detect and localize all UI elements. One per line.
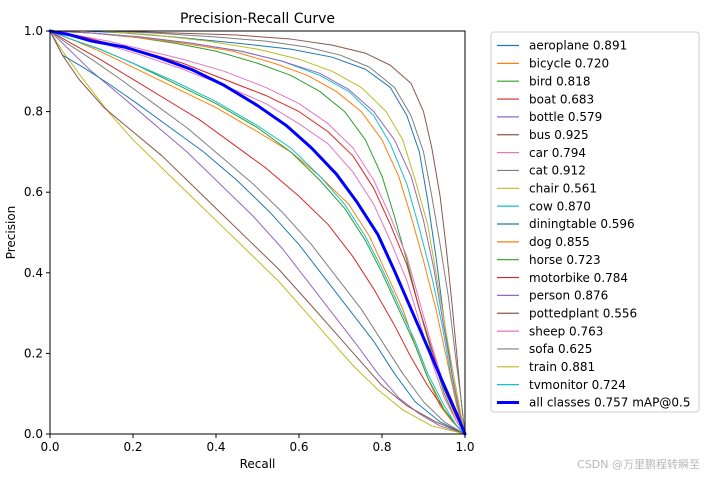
legend-label-motorbike: motorbike 0.784 xyxy=(529,271,628,285)
legend-label-all-classes: all classes 0.757 mAP@0.5 xyxy=(529,396,690,410)
legend-label-pottedplant: pottedplant 0.556 xyxy=(529,306,637,320)
legend-label-aeroplane: aeroplane 0.891 xyxy=(529,39,627,53)
x-tick-label: 0.0 xyxy=(40,440,59,454)
series-line-person xyxy=(49,30,466,435)
series-line-car xyxy=(49,30,466,435)
legend-label-bus: bus 0.925 xyxy=(529,128,589,142)
plot-background xyxy=(50,31,465,434)
x-tick-label: 1.0 xyxy=(455,440,474,454)
legend-label-bicycle: bicycle 0.720 xyxy=(529,57,609,71)
x-tick-label: 0.4 xyxy=(206,440,225,454)
y-tick-label: 0.2 xyxy=(24,346,43,360)
axis-ticks: 0.0 0.2 0.4 0.6 0.8 1.0 0.0 0.2 0.4 0.6 0.8 1.0 xyxy=(24,24,475,454)
legend-label-car: car 0.794 xyxy=(529,146,586,160)
series-line-boat xyxy=(49,30,466,435)
series-line-train xyxy=(49,30,466,435)
legend-label-sheep: sheep 0.763 xyxy=(529,324,603,338)
y-axis-label: Precision xyxy=(4,206,18,260)
legend-label-horse: horse 0.723 xyxy=(529,253,601,267)
series-line-bottle xyxy=(49,30,466,435)
series-line-dog xyxy=(49,30,466,435)
legend-label-dog: dog 0.855 xyxy=(529,235,590,249)
series-line-sofa xyxy=(49,30,466,435)
legend-label-cat: cat 0.912 xyxy=(529,164,586,178)
series-line-pottedplant xyxy=(49,30,466,435)
x-tick-label: 0.2 xyxy=(123,440,142,454)
plot-frame xyxy=(49,30,466,435)
series-line-chair xyxy=(49,30,466,435)
legend-label-bird: bird 0.818 xyxy=(529,74,590,88)
y-tick-label: 0.0 xyxy=(24,427,43,441)
series-line-all-classes xyxy=(48,29,467,436)
x-axis-label: Recall xyxy=(240,457,276,471)
legend-label-sofa: sofa 0.625 xyxy=(529,342,592,356)
legend-label-diningtable: diningtable 0.596 xyxy=(529,217,635,231)
watermark-text: CSDN @万里鹏程转瞬至 xyxy=(577,457,700,471)
series-line-cat xyxy=(49,30,466,435)
legend-label-person: person 0.876 xyxy=(529,289,608,303)
chart-title: Precision-Recall Curve xyxy=(180,11,335,27)
series-line-bus xyxy=(49,30,466,435)
series-line-sheep xyxy=(49,30,466,435)
y-tick-label: 0.6 xyxy=(24,185,43,199)
legend-label-bottle: bottle 0.579 xyxy=(529,110,602,124)
y-tick-label: 0.8 xyxy=(24,105,43,119)
legend: aeroplane 0.891 bicycle 0.720 bird 0.818 bo… xyxy=(490,31,700,413)
legend-label-chair: chair 0.561 xyxy=(529,182,597,196)
plot-area xyxy=(48,29,467,436)
legend-box xyxy=(490,31,700,413)
x-tick-label: 0.6 xyxy=(289,440,308,454)
series-line-tvmonitor xyxy=(49,30,466,435)
legend-label-train: train 0.881 xyxy=(529,360,595,374)
y-tick-label: 1.0 xyxy=(24,24,43,38)
legend-label-boat: boat 0.683 xyxy=(529,92,594,106)
y-tick-label: 0.4 xyxy=(24,266,43,280)
series-line-diningtable xyxy=(49,30,466,435)
legend-label-tvmonitor: tvmonitor 0.724 xyxy=(529,378,626,392)
legend-label-cow: cow 0.870 xyxy=(529,199,591,213)
x-tick-label: 0.8 xyxy=(372,440,391,454)
